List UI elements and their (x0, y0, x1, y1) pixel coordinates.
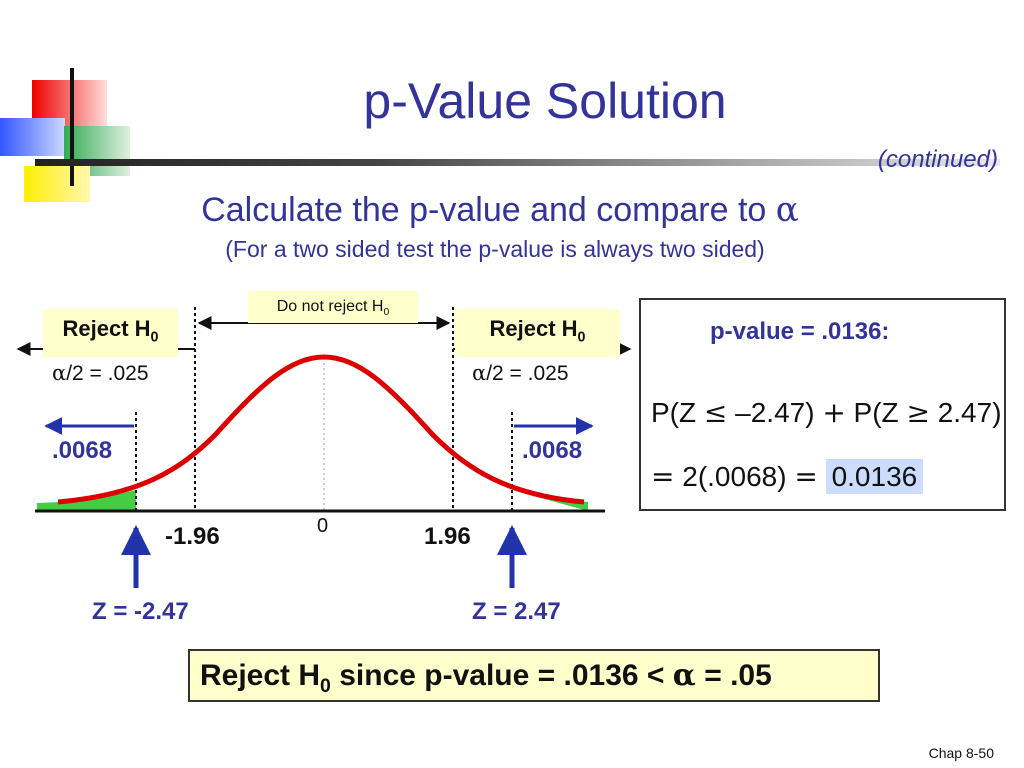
alpha-half-value-right: /2 = .025 (486, 362, 569, 385)
eq1-part-b: –2.47) (727, 397, 823, 428)
title-rule (35, 159, 1000, 166)
reject-sub-left: 0 (150, 329, 159, 346)
critical-value-right: 1.96 (424, 523, 471, 550)
z-label-right: Z = 2.47 (472, 598, 561, 625)
alpha-half-left: α/2 = .025 (52, 361, 149, 386)
decorative-logo (0, 68, 130, 202)
z-label-left: Z = -2.47 (92, 598, 189, 625)
reject-label-right: Reject H0 (455, 309, 620, 358)
conclusion-sub: 0 (320, 675, 331, 697)
reject-text-left: Reject H (62, 316, 151, 341)
slide-subheading: (For a two sided test the p-value is alw… (225, 236, 765, 262)
reject-sub-right: 0 (577, 329, 586, 346)
tail-area-right: .0068 (522, 437, 583, 464)
slide-footer: Chap 8-50 (928, 745, 994, 761)
p-value-title: p-value = .0136: (710, 318, 890, 345)
alpha-symbol: α (775, 190, 799, 230)
alpha-half-right: α/2 = .025 (472, 361, 569, 386)
conclusion-box (188, 649, 880, 702)
page-title: p-Value Solution (363, 73, 727, 129)
tail-area-left: .0068 (52, 437, 113, 464)
reject-label-left: Reject H0 (43, 309, 178, 358)
reject-text-right: Reject H (489, 316, 578, 341)
center-value: 0 (317, 515, 329, 537)
conclusion-text: Reject H0 since p-value = .0136 < α = .0… (200, 658, 772, 698)
probability-equation: P(Z ≤ –2.47) + P(Z ≥ 2.47) (651, 396, 1002, 429)
eq1-plus-symbol: + (822, 396, 846, 429)
critical-value-left: -1.96 (165, 523, 220, 550)
p-value-box (639, 298, 1006, 511)
eq1-part-d: 2.47) (929, 397, 1002, 428)
alpha-half-symbol-left: α (52, 361, 67, 385)
eq1-part-a: P(Z (651, 397, 704, 428)
do-not-reject-label: Do not reject H0 (248, 291, 418, 323)
slide-heading: Calculate the p-value and compare to α (0, 190, 1000, 230)
conclusion-part-c: = .05 (695, 659, 772, 692)
normal-curve (57, 354, 585, 505)
conclusion-alpha-symbol: α (672, 658, 696, 693)
eq1-leq-symbol: ≤ (703, 396, 728, 429)
alpha-half-symbol-right: α (472, 361, 487, 385)
result-equation: = 2(.0068) = 0.0136 (651, 459, 924, 494)
conclusion-part-a: Reject H (200, 659, 321, 692)
heading-text: Calculate the p-value and compare to (201, 191, 776, 229)
do-not-reject-text: Do not reject H (276, 298, 384, 315)
conclusion-part-b: since p-value = .0136 < (330, 659, 673, 692)
normal-curve-diagram (16, 307, 632, 588)
eq2-equals-symbol: = (651, 460, 675, 493)
eq1-geq-symbol: ≥ (906, 396, 930, 429)
eq2-part-a: 2(.0068) (674, 461, 795, 492)
eq1-part-c: P(Z (845, 397, 907, 428)
continued-note: (continued) (877, 146, 998, 173)
eq2-equals-symbol-2: = (794, 460, 818, 493)
p-value-result: 0.0136 (825, 459, 924, 494)
alpha-half-value-left: /2 = .025 (66, 362, 149, 385)
do-not-reject-sub: 0 (383, 307, 390, 319)
